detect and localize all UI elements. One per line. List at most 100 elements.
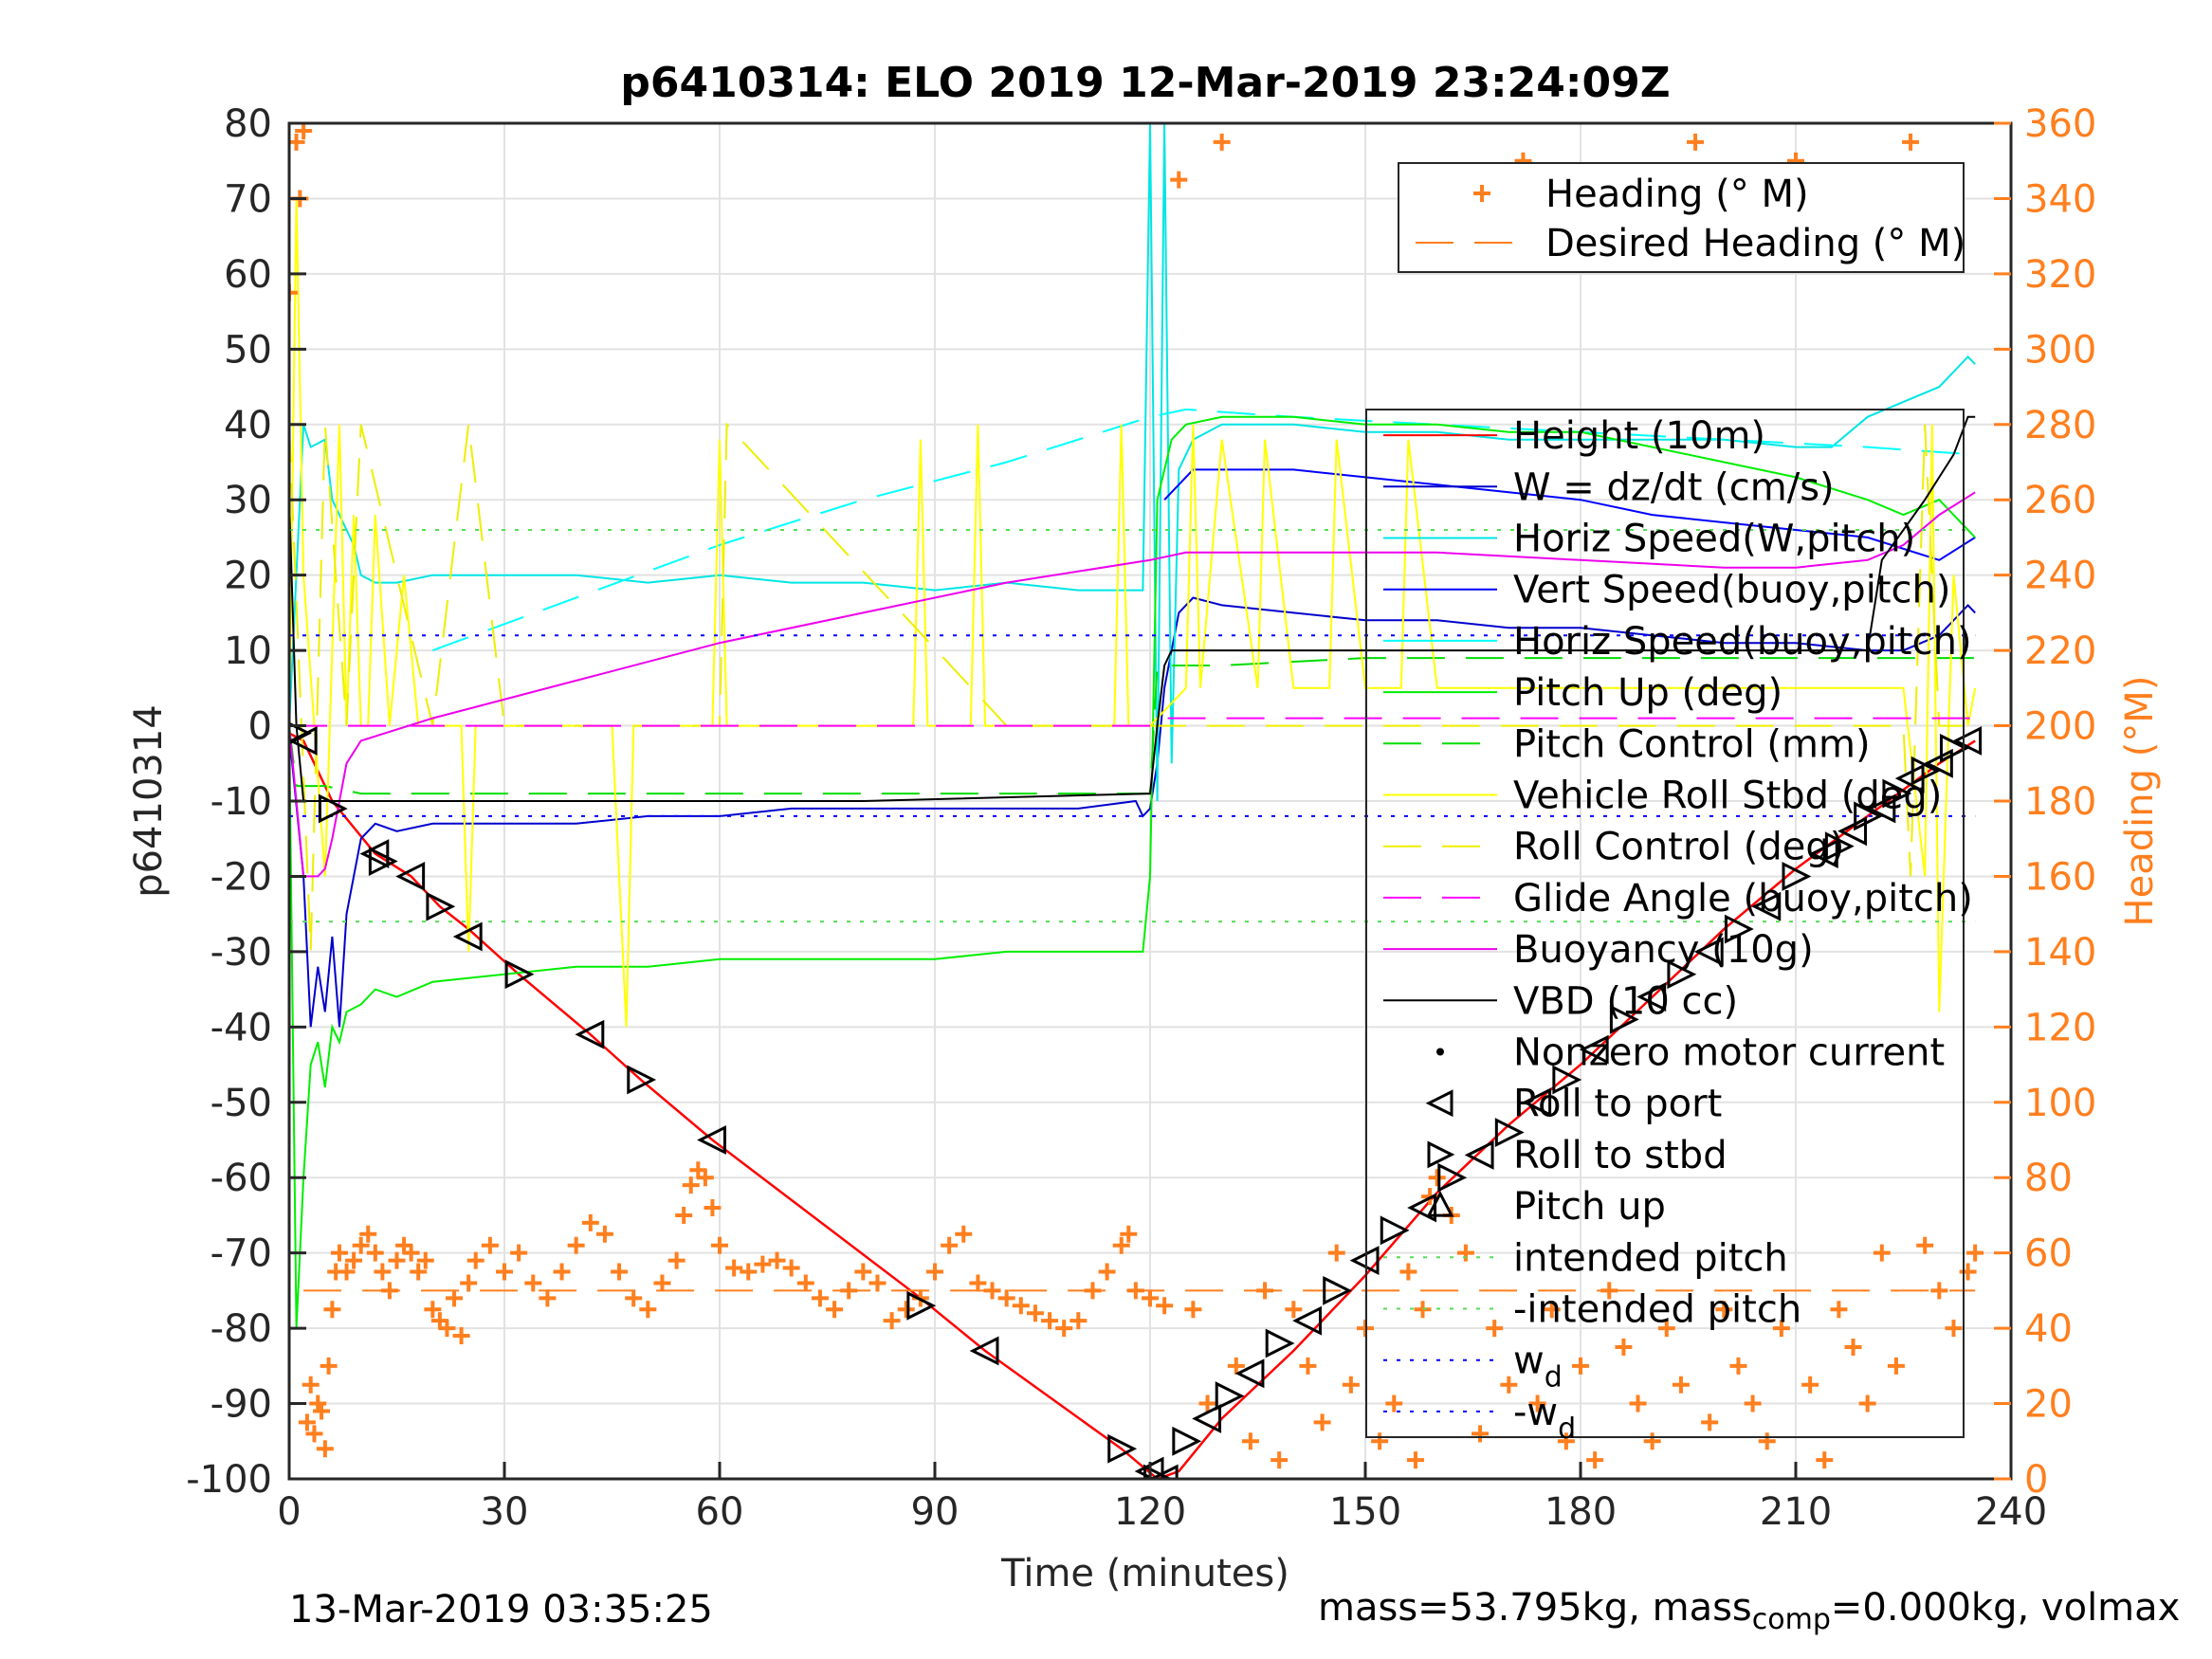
heading-point: [754, 1255, 772, 1273]
roll-stbd-marker: [1494, 1118, 1525, 1147]
heading-point: [1643, 1432, 1661, 1450]
heading-point: [811, 1289, 829, 1307]
heading-point: [313, 1402, 331, 1420]
heading-point: [402, 1244, 420, 1262]
heading-point: [524, 1274, 542, 1292]
y-right-tick-label: 40: [2024, 1307, 2073, 1351]
heading-point: [883, 1312, 901, 1330]
heading-point: [1858, 1395, 1876, 1413]
legend-main-box: [1365, 409, 1965, 1438]
x-tick-label: 210: [1760, 1490, 1832, 1534]
heading-point: [1902, 133, 1920, 151]
legend-symbol: [1426, 1190, 1454, 1217]
legend-label: -intended pitch: [1513, 1288, 1801, 1332]
y-left-tick-label: -90: [210, 1383, 272, 1427]
legend-label: Pitch Up (deg): [1513, 671, 1782, 715]
heading-point: [667, 1251, 686, 1269]
roll-stbd-marker: [1143, 1464, 1173, 1479]
y-right-tick-label: 100: [2024, 1082, 2096, 1125]
roll-stbd-marker: [1380, 1215, 1410, 1246]
roll-stbd-marker: [1265, 1328, 1295, 1358]
roll-port-marker: [1751, 891, 1782, 921]
heading-point: [1227, 1357, 1245, 1375]
roll-port-marker: [697, 1125, 726, 1155]
legend-label: intended pitch: [1513, 1236, 1788, 1280]
x-tick-label: 90: [911, 1490, 960, 1534]
heading-point: [345, 1251, 363, 1269]
heading-point: [302, 1376, 320, 1394]
heading-point: [595, 1225, 613, 1243]
y-left-tick-label: 80: [224, 102, 272, 146]
series-line: [289, 596, 1976, 1028]
y-right-tick-label: 0: [2024, 1458, 2048, 1502]
heading-point: [1456, 1244, 1474, 1262]
heading-point: [1873, 1244, 1891, 1262]
footer-mass-sub: comp: [1751, 1603, 1831, 1636]
legend-main: Height (10m) W = dz/dt (cm/s) Horiz Speed(…: [1365, 409, 1973, 1446]
heading-point: [1629, 1395, 1647, 1413]
y-right-tick-label: 360: [2024, 102, 2096, 146]
y-right-tick-label: 120: [2024, 1006, 2096, 1049]
roll-port-marker: [359, 839, 390, 869]
y-right-tick-label: 80: [2024, 1157, 2073, 1200]
series-line: [431, 408, 1976, 652]
heading-point: [1399, 1263, 1417, 1281]
y-right-tick-label: 200: [2024, 705, 2096, 749]
heading-point: [466, 1251, 484, 1269]
heading-point: [446, 1289, 464, 1307]
y-right-tick-label: 300: [2024, 328, 2096, 372]
roll-port-marker: [1636, 982, 1667, 1012]
y-left-tick-label: 40: [224, 404, 272, 447]
heading-point: [388, 1251, 406, 1269]
legend-symbol: [1436, 1048, 1444, 1056]
heading-point: [1916, 1236, 1934, 1254]
heading-point: [1069, 1312, 1088, 1330]
heading-point: [1557, 1432, 1575, 1450]
y-left-tick-label: 60: [224, 253, 272, 297]
footer-mass: mass=53.795kg, masscomp=0.000kg, volmax: [1318, 1586, 2180, 1636]
heading-point: [1930, 1282, 1948, 1300]
roll-stbd-marker: [627, 1065, 657, 1095]
heading-point: [352, 1236, 370, 1254]
heading-point: [1170, 171, 1188, 189]
roll-stbd-marker: [1552, 1065, 1582, 1095]
footer-mass-suffix: =0.000kg, volmax: [1830, 1586, 2181, 1630]
heading-point: [625, 1289, 643, 1307]
heading-point: [1327, 1244, 1345, 1262]
heading-point: [1816, 1451, 1834, 1469]
roll-stbd-marker: [1854, 801, 1884, 831]
y-left-tick-label: -100: [186, 1458, 272, 1502]
heading-point: [1041, 1312, 1059, 1330]
heading-point: [740, 1263, 758, 1281]
roll-port-marker: [969, 1336, 999, 1366]
roll-stbd-marker: [1882, 778, 1912, 809]
heading-point: [1084, 1282, 1102, 1300]
legend-label: Height (10m): [1513, 414, 1765, 458]
heading-point: [424, 1301, 442, 1319]
heading-point: [1299, 1357, 1317, 1375]
roll-stbd-marker: [1172, 1426, 1202, 1456]
series-line: [1163, 468, 1976, 561]
y-right-tick-label: 60: [2024, 1232, 2073, 1276]
heading-point: [1528, 1395, 1546, 1413]
heading-point: [1112, 1236, 1130, 1254]
y-left-tick-label: -20: [210, 855, 272, 899]
heading-point: [969, 1274, 987, 1292]
y-right-tick-label: 220: [2024, 629, 2096, 673]
legend-heading-symbol: [1473, 185, 1490, 202]
roll-port-marker: [289, 726, 318, 756]
heading-point: [611, 1263, 629, 1281]
legend-label: Roll Control (deg): [1513, 826, 1844, 869]
heading-point: [496, 1263, 513, 1281]
heading-point: [1600, 1282, 1618, 1300]
series-line: [289, 415, 1976, 802]
y-axis-label-right: Heading (°M): [2118, 676, 2162, 927]
y-right-tick-label: 260: [2024, 479, 2096, 522]
roll-port-marker: [1866, 793, 1896, 824]
heading-point: [289, 283, 298, 301]
heading-point: [768, 1251, 786, 1269]
roll-stbd-marker: [1667, 959, 1697, 990]
footer-date: 13-Mar-2019 03:35:25: [289, 1588, 713, 1632]
roll-stbd-marker: [1724, 914, 1754, 944]
